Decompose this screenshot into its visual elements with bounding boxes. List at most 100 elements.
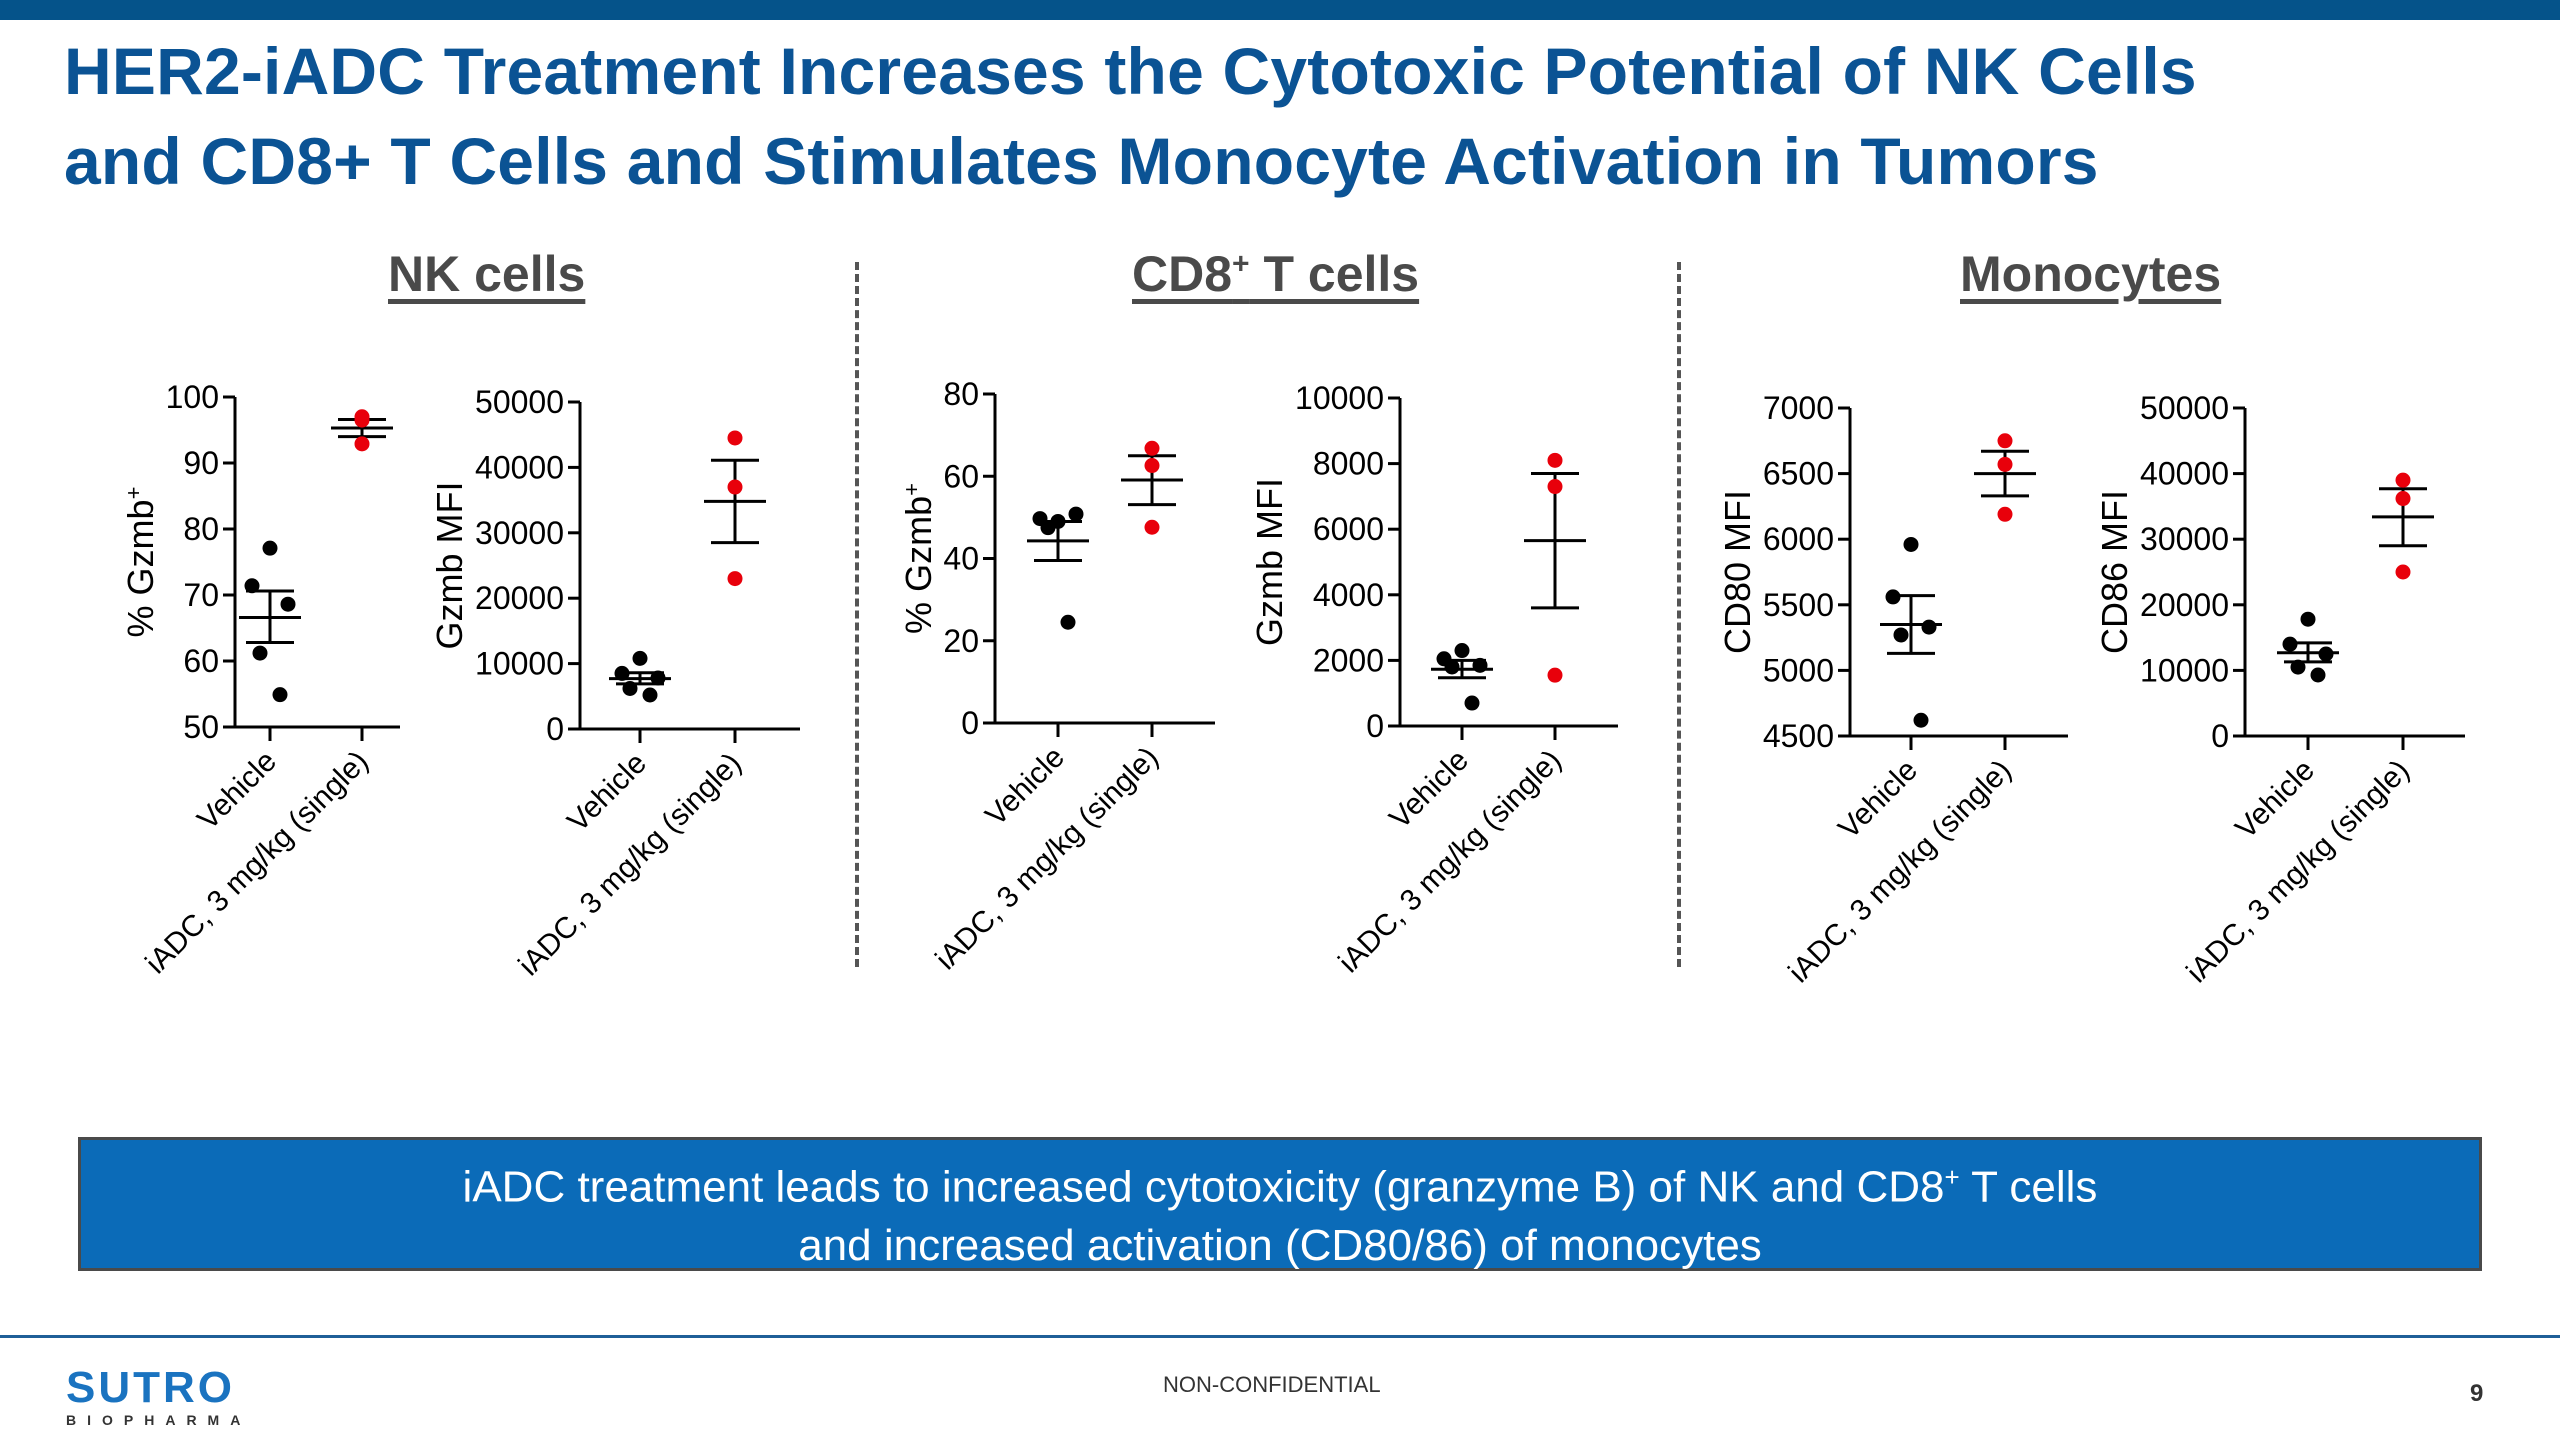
banner-line2: and increased activation (CD80/86) of mo… [798,1220,1762,1270]
section-divider-1 [855,262,859,967]
y-tick-label: 0 [546,711,564,747]
y-tick-label: 4500 [1763,718,1834,754]
banner-line1-post: T cells [1959,1162,2098,1212]
x-tick-label: Vehicle [561,747,653,839]
y-tick-label: 80 [183,511,219,547]
y-tick-label: 10000 [1295,380,1384,416]
y-axis-label-sup: + [899,483,924,496]
series-vehicle [609,650,671,703]
section-heading-cd8-post: T cells [1249,246,1420,302]
sutro-logo: SUTRO BIOPHARMA [66,1363,252,1429]
data-point [1464,695,1480,711]
data-point [2395,564,2411,580]
x-tick-label: Vehicle [1832,754,1924,846]
classification-label: NON-CONFIDENTIAL [1163,1372,1381,1397]
data-point [1444,659,1460,675]
y-tick-label: 5500 [1763,587,1834,623]
y-tick-label: 20000 [475,580,564,616]
data-point [2395,472,2411,488]
key-takeaway-banner: iADC treatment leads to increased cytoto… [78,1137,2482,1271]
y-tick-label: 50000 [475,384,564,420]
y-tick-label: 0 [1366,708,1384,744]
series-iadc [331,409,393,452]
section-heading-nk-cells: NK cells [388,245,585,303]
data-point [1921,619,1937,635]
data-point [650,670,666,686]
data-point [354,412,370,428]
y-tick-label: 80 [943,376,979,412]
data-point [2310,667,2326,683]
series-iadc [704,430,766,587]
y-tick-label: 60 [943,458,979,494]
top-accent-bar [0,0,2560,20]
data-point [1144,519,1160,535]
series-vehicle [1880,536,1942,728]
y-axis-label: Gzmb MFI [1249,478,1290,646]
series-iadc [1121,440,1183,535]
y-tick-label: 4000 [1313,577,1384,613]
series-iadc [1974,433,2036,522]
data-point [1040,520,1056,536]
data-point [1472,657,1488,673]
data-point [354,436,370,452]
data-point [1885,589,1901,605]
y-tick-label: 0 [961,705,979,741]
y-tick-label: 60 [183,643,219,679]
data-point [1144,458,1160,474]
data-point [1547,452,1563,468]
data-point [2290,659,2306,675]
y-axis-label: CD80 MFI [1717,490,1758,654]
section-heading-cd8-sup: + [1232,247,1250,281]
footer-divider [0,1335,2560,1338]
data-point [2395,491,2411,507]
y-tick-label: 50000 [2140,390,2229,426]
y-tick-label: 40 [943,541,979,577]
slide-title-line2: and CD8+ T Cells and Stimulates Monocyte… [64,124,2099,198]
y-axis-label: % Gzmb+ [120,487,161,638]
y-axis-label: CD86 MFI [2094,490,2135,654]
section-heading-monocytes: Monocytes [1960,245,2221,303]
logo-subtitle: BIOPHARMA [66,1412,252,1428]
logo-wordmark: SUTRO [66,1363,235,1412]
y-tick-label: 30000 [475,515,564,551]
y-tick-label: 6000 [1313,511,1384,547]
y-axis-label-sup: + [121,487,146,500]
y-tick-label: 40000 [475,449,564,485]
y-tick-label: 7000 [1763,390,1834,426]
y-tick-label: 20 [943,623,979,659]
data-point [614,665,630,681]
banner-line1: iADC treatment leads to increased cytoto… [81,1148,2479,1217]
section-heading-cd8-t-cells: CD8+ T cells [1132,245,1419,303]
data-point [244,578,260,594]
y-tick-label: 0 [2211,718,2229,754]
data-point [727,571,743,587]
y-tick-label: 2000 [1313,642,1384,678]
data-point [727,430,743,446]
data-point [1997,506,2013,522]
data-point [632,650,648,666]
y-tick-label: 90 [183,445,219,481]
x-tick-label: Vehicle [2229,754,2321,846]
data-point [2318,646,2334,662]
y-tick-label: 8000 [1313,446,1384,482]
data-point [1068,506,1084,522]
x-tick-label: Vehicle [1383,744,1475,836]
data-point [2282,636,2298,652]
slide-title-line1: HER2-iADC Treatment Increases the Cytoto… [64,34,2197,108]
banner-line1-text: iADC treatment leads to increased cytoto… [462,1162,1945,1212]
series-vehicle [1027,506,1089,630]
y-tick-label: 30000 [2140,521,2229,557]
series-vehicle [239,540,301,703]
section-heading-nk-label: NK cells [388,246,586,302]
data-point [1893,627,1909,643]
y-tick-label: 70 [183,577,219,613]
data-point [252,645,268,661]
data-point [1547,479,1563,495]
series-iadc [1524,452,1586,683]
series-vehicle [2277,611,2339,683]
slide-title: HER2-iADC Treatment Increases the Cytoto… [64,26,2524,206]
